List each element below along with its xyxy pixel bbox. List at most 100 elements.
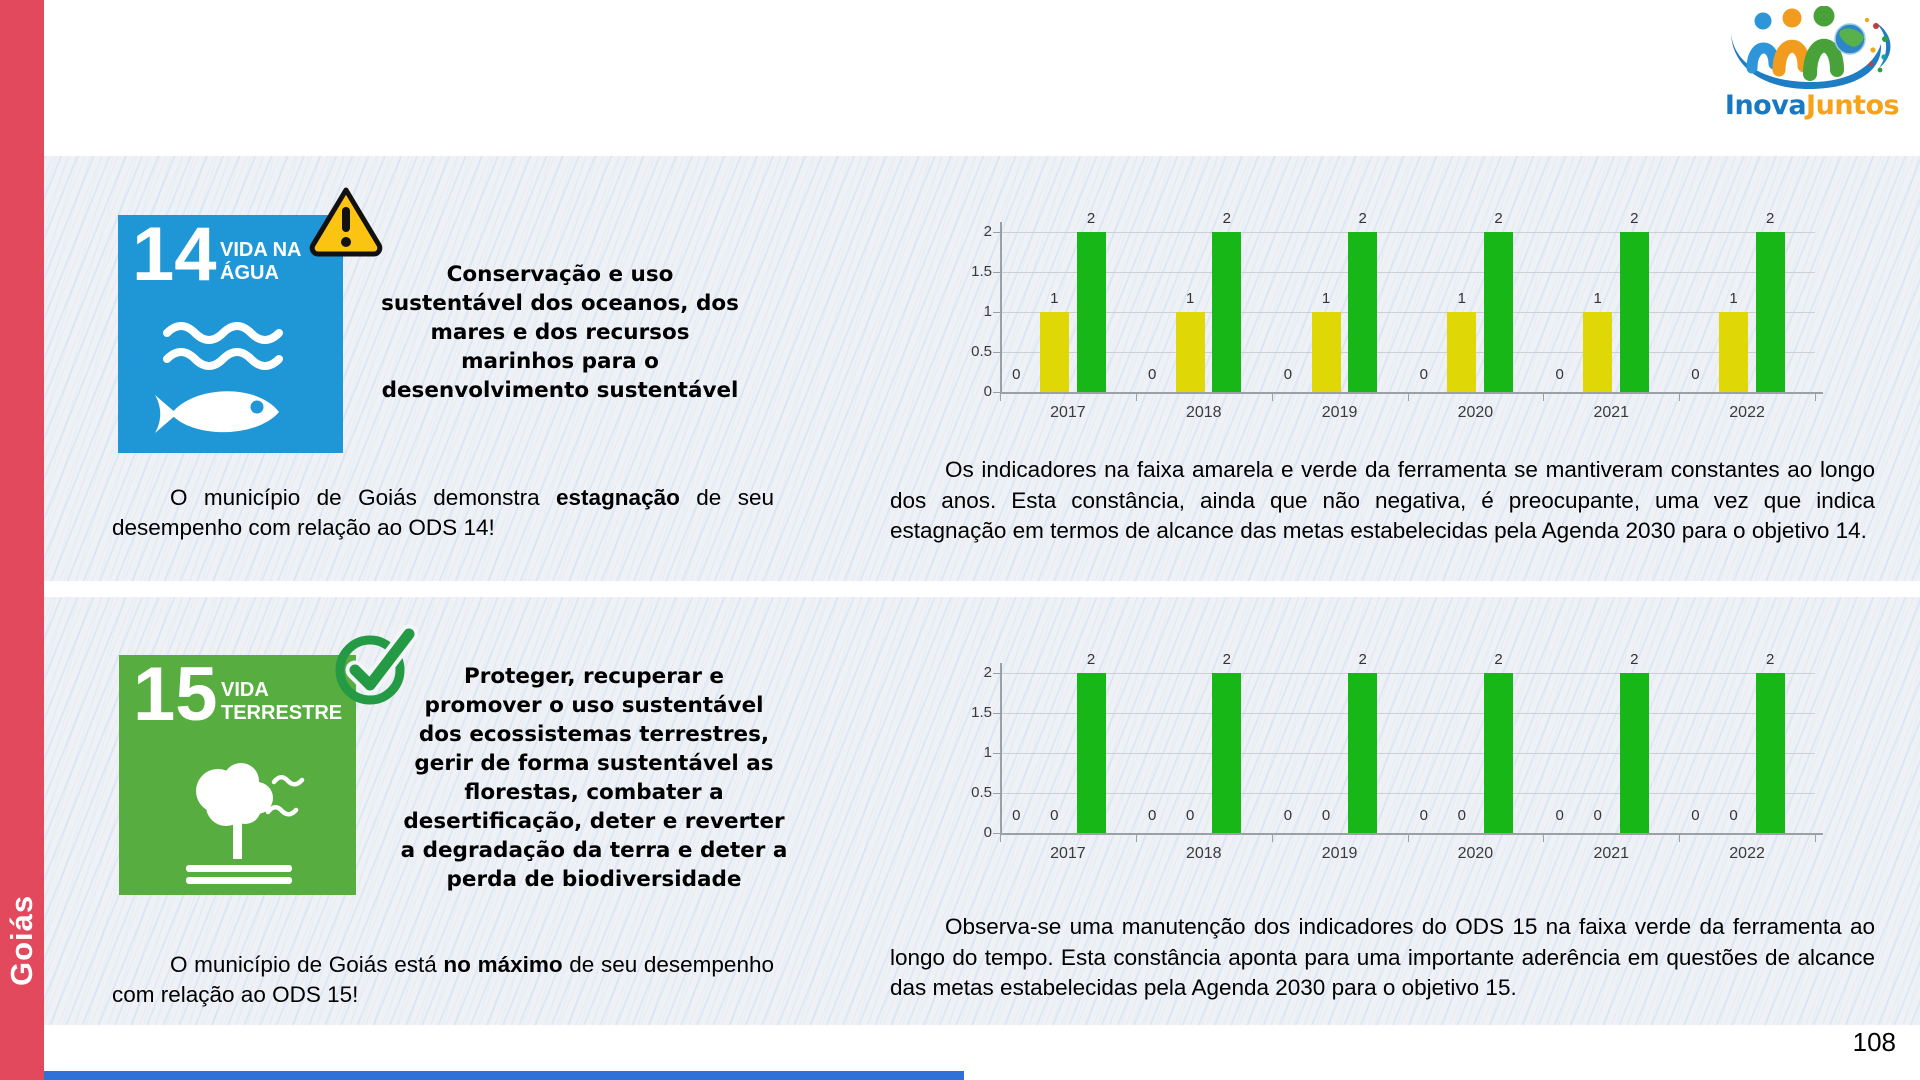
bar — [1076, 673, 1106, 833]
bar-value-label: 0 — [1419, 366, 1428, 383]
bar-value-label: 0 — [1691, 366, 1700, 383]
x-axis-tick — [1000, 392, 1001, 401]
y-tick-label: 0 — [983, 824, 992, 841]
ods15-panel — [44, 597, 1920, 1025]
x-axis-tick — [1543, 392, 1545, 401]
x-category-label: 2018 — [1185, 404, 1222, 421]
y-axis — [1000, 222, 1002, 392]
bar-value-label: 2 — [1494, 651, 1503, 668]
y-tick-label: 1.5 — [971, 704, 992, 721]
x-category-label: 2020 — [1457, 845, 1494, 862]
bar — [1039, 312, 1069, 392]
grid-line — [1000, 352, 1815, 353]
bar-value-label: 2 — [1222, 651, 1231, 668]
x-axis-tick — [1543, 833, 1545, 842]
bar — [1311, 312, 1341, 392]
sdg14-indicator-bar-chart: 0 0.5 1 1.5 2 2017 2018 2019 2020 2021 2022 0 0 0 0 0 0 1… — [965, 210, 1823, 438]
bar — [1755, 673, 1785, 833]
bar — [1348, 232, 1378, 392]
sdg15-analysis: Observa-se uma manutenção dos indicadore… — [890, 914, 1875, 1000]
inovajuntos-logo: InovaJuntos — [1723, 5, 1901, 121]
bar — [1076, 232, 1106, 392]
bar-value-label: 2 — [1358, 210, 1367, 227]
bar-value-label: 1 — [1050, 290, 1059, 307]
bar-value-label: 2 — [1494, 210, 1503, 227]
y-axis — [1000, 663, 1002, 833]
grid-line — [1000, 272, 1815, 273]
x-axis — [1000, 392, 1823, 394]
y-tick-label: 0 — [983, 383, 992, 400]
y-tick-label: 1 — [983, 744, 992, 761]
x-axis-tick — [1135, 833, 1137, 842]
y-tick-label: 1 — [983, 303, 992, 320]
sdg15-tree-icon — [185, 763, 304, 884]
bar-value-label: 1 — [1321, 290, 1331, 307]
y-axis-tick — [993, 833, 1000, 834]
y-tick-label: 2 — [983, 223, 992, 240]
x-axis-tick — [1000, 833, 1001, 842]
x-category-label: 2019 — [1321, 404, 1358, 421]
bar-value-label: 0 — [1050, 807, 1059, 824]
bar-value-label: 2 — [1630, 210, 1639, 227]
sdg15-goal-title: Proteger, recuperar e promover o uso sus… — [400, 664, 788, 892]
bar — [1619, 232, 1649, 392]
y-axis-tick — [993, 392, 1000, 393]
y-axis-tick — [993, 793, 1000, 794]
sdg15-summary-suffix: de seu desempenho com relação ao ODS 15! — [112, 952, 774, 1007]
sdg15-summary-prefix: O município de Goiás está — [170, 952, 444, 977]
sdg15-summary: O município de Goiás está no máximo de s… — [112, 950, 774, 1010]
bar — [1348, 673, 1378, 833]
y-tick-label: 0.5 — [971, 343, 992, 360]
sdg15-badge: 15 VIDA TERRESTRE — [119, 655, 356, 895]
bar-value-label: 2 — [1086, 210, 1096, 227]
y-axis-tick — [993, 232, 1000, 233]
bar-value-label: 0 — [1555, 807, 1564, 824]
bar-value-label: 1 — [1729, 290, 1738, 307]
bar-value-label: 0 — [1729, 807, 1738, 824]
bar-value-label: 2 — [1766, 210, 1775, 227]
x-axis-tick — [1815, 392, 1816, 401]
x-category-label: 2020 — [1457, 404, 1494, 421]
bar — [1447, 312, 1477, 392]
sdg15-indicator-bar-chart: 0 0.5 1 1.5 2 2017 2018 2019 2020 2021 2022 0 0 0 0 0 0 0… — [965, 651, 1823, 879]
x-category-label: 2022 — [1729, 845, 1765, 862]
bar-value-label: 0 — [1457, 807, 1466, 824]
y-axis-tick — [993, 272, 1000, 273]
bar — [1175, 312, 1205, 392]
logo-text-inova: Inova — [1724, 90, 1807, 121]
bar-value-label: 0 — [1691, 807, 1700, 824]
x-axis-tick — [1679, 392, 1681, 401]
sdg14-summary-prefix: O município de Goiás demonstra — [170, 485, 557, 510]
sdg14-summary: O município de Goiás demonstra estagnaçã… — [112, 483, 774, 543]
bar-value-label: 0 — [1283, 366, 1293, 383]
sdg14-analysis: Os indicadores na faixa amarela e verde … — [890, 457, 1875, 543]
sdg14-number: 14 — [132, 212, 217, 297]
y-axis-tick — [993, 312, 1000, 313]
x-category-label: 2019 — [1321, 845, 1358, 862]
page-number: 108 — [1852, 1027, 1896, 1057]
y-tick-label: 1.5 — [971, 263, 992, 280]
bar-value-label: 2 — [1358, 651, 1367, 668]
x-category-label: 2017 — [1050, 845, 1086, 862]
bar — [1755, 232, 1785, 392]
logo-text-juntos: Juntos — [1806, 90, 1900, 121]
bar — [1484, 673, 1513, 833]
sdg14-badge: 14 VIDA NA ÁGUA — [118, 215, 343, 453]
bar-value-label: 2 — [1086, 651, 1096, 668]
bar-value-label: 0 — [1593, 807, 1602, 824]
x-axis-tick — [1815, 833, 1816, 842]
y-axis-tick — [993, 673, 1000, 674]
municipality-label: Goiás — [4, 894, 39, 986]
bar-value-label: 0 — [1283, 807, 1293, 824]
sdg14-summary-suffix: de seu desempenho com relação ao ODS 14! — [112, 485, 774, 540]
sdg15-summary-highlight: no máximo — [443, 952, 563, 977]
bar-value-label: 0 — [1012, 366, 1021, 383]
y-axis-tick — [993, 713, 1000, 714]
x-axis-tick — [1407, 833, 1409, 842]
bar — [1212, 673, 1242, 833]
sdg14-summary-highlight: estagnação — [556, 485, 680, 510]
grid-line — [1000, 713, 1815, 714]
x-axis-tick — [1271, 833, 1273, 842]
bar-value-label: 1 — [1593, 290, 1602, 307]
